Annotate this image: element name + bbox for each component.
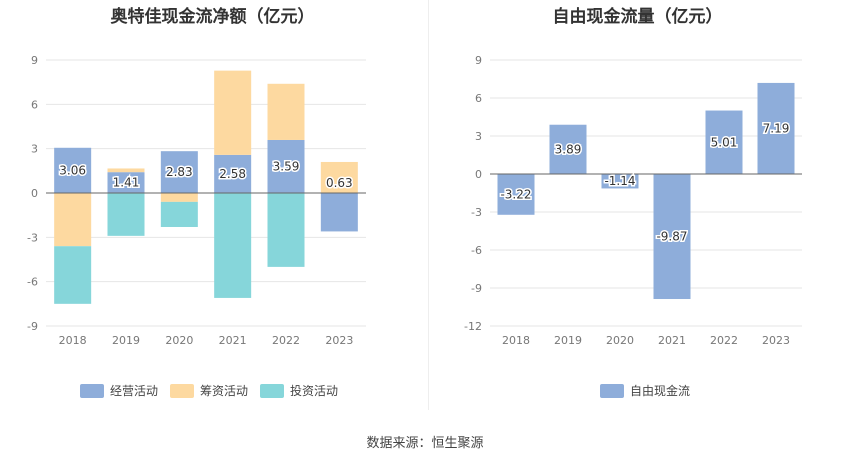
bar-经营活动 [54, 147, 92, 193]
legend-swatch [260, 384, 284, 398]
y-tick-label: -12 [464, 320, 482, 333]
data-label: 7.19 [763, 121, 790, 135]
bar-自由现金流 [757, 82, 795, 174]
bar-经营活动 [214, 154, 252, 193]
y-tick-label: -3 [471, 206, 482, 219]
x-tick-label: 2019 [112, 334, 140, 347]
y-tick-label: 6 [475, 92, 482, 105]
x-tick-label: 2021 [219, 334, 247, 347]
bar-筹资活动 [320, 161, 358, 193]
x-tick-label: 2020 [606, 334, 634, 347]
bar-投资活动 [267, 193, 305, 267]
data-label: 2.58 [219, 167, 246, 181]
legend-swatch [170, 384, 194, 398]
y-tick-label: -9 [27, 320, 38, 333]
y-tick-label: 3 [475, 130, 482, 143]
legend-label: 投资活动 [290, 383, 338, 398]
legend-swatch [80, 384, 104, 398]
y-tick-label: 0 [31, 187, 38, 200]
y-tick-label: 0 [475, 168, 482, 181]
data-label: 0.63 [326, 176, 353, 190]
bar-经营活动 [107, 172, 145, 193]
y-tick-label: 6 [31, 98, 38, 111]
legend-label: 经营活动 [110, 384, 158, 398]
bar-经营活动 [160, 151, 198, 193]
x-tick-label: 2022 [710, 334, 738, 347]
bar-投资活动 [160, 201, 198, 227]
y-tick-label: 3 [31, 143, 38, 156]
y-tick-label: -6 [27, 276, 38, 289]
bar-经营活动 [267, 139, 305, 193]
bar-筹资活动 [214, 70, 252, 155]
x-tick-label: 2023 [762, 334, 790, 347]
panel-divider [428, 0, 429, 410]
bar-投资活动 [214, 193, 252, 298]
legend-label: 自由现金流 [630, 383, 690, 398]
bar-自由现金流 [549, 124, 587, 174]
x-tick-label: 2022 [272, 334, 300, 347]
y-tick-label: -3 [27, 231, 38, 244]
bar-自由现金流 [601, 174, 639, 189]
bar-自由现金流 [653, 174, 691, 300]
right-chart-title: 自由现金流量（亿元） [552, 7, 723, 27]
data-label: 3.89 [555, 142, 582, 156]
data-label: 1.41 [113, 176, 140, 190]
y-tick-label: -6 [471, 244, 482, 257]
legend-swatch [600, 384, 624, 398]
source-note: 数据来源：恒生聚源 [366, 436, 484, 451]
data-label: -3.22 [500, 187, 531, 201]
x-tick-label: 2019 [554, 334, 582, 347]
y-tick-label: -9 [471, 282, 482, 295]
x-tick-label: 2020 [165, 334, 193, 347]
bar-筹资活动 [267, 83, 305, 140]
data-label: -1.14 [604, 174, 635, 188]
data-label: 3.06 [59, 163, 86, 177]
left-chart-title: 奥特佳现金流净额（亿元） [110, 7, 315, 27]
bar-投资活动 [107, 193, 145, 236]
bar-经营活动 [320, 193, 358, 232]
data-label: 5.01 [711, 135, 738, 149]
data-label: -9.87 [656, 230, 687, 244]
bar-自由现金流 [705, 110, 743, 174]
data-label: 2.83 [166, 165, 193, 179]
data-label: 3.59 [273, 159, 300, 173]
x-tick-label: 2023 [325, 334, 353, 347]
y-tick-label: 9 [31, 54, 38, 67]
x-tick-label: 2018 [59, 334, 87, 347]
legend-label: 筹资活动 [200, 384, 248, 398]
bar-筹资活动 [54, 193, 92, 247]
bar-筹资活动 [107, 168, 145, 173]
bar-筹资活动 [160, 193, 198, 202]
x-tick-label: 2021 [658, 334, 686, 347]
x-tick-label: 2018 [502, 334, 530, 347]
bar-投资活动 [54, 246, 92, 304]
y-tick-label: 9 [475, 54, 482, 67]
bar-自由现金流 [497, 174, 535, 215]
